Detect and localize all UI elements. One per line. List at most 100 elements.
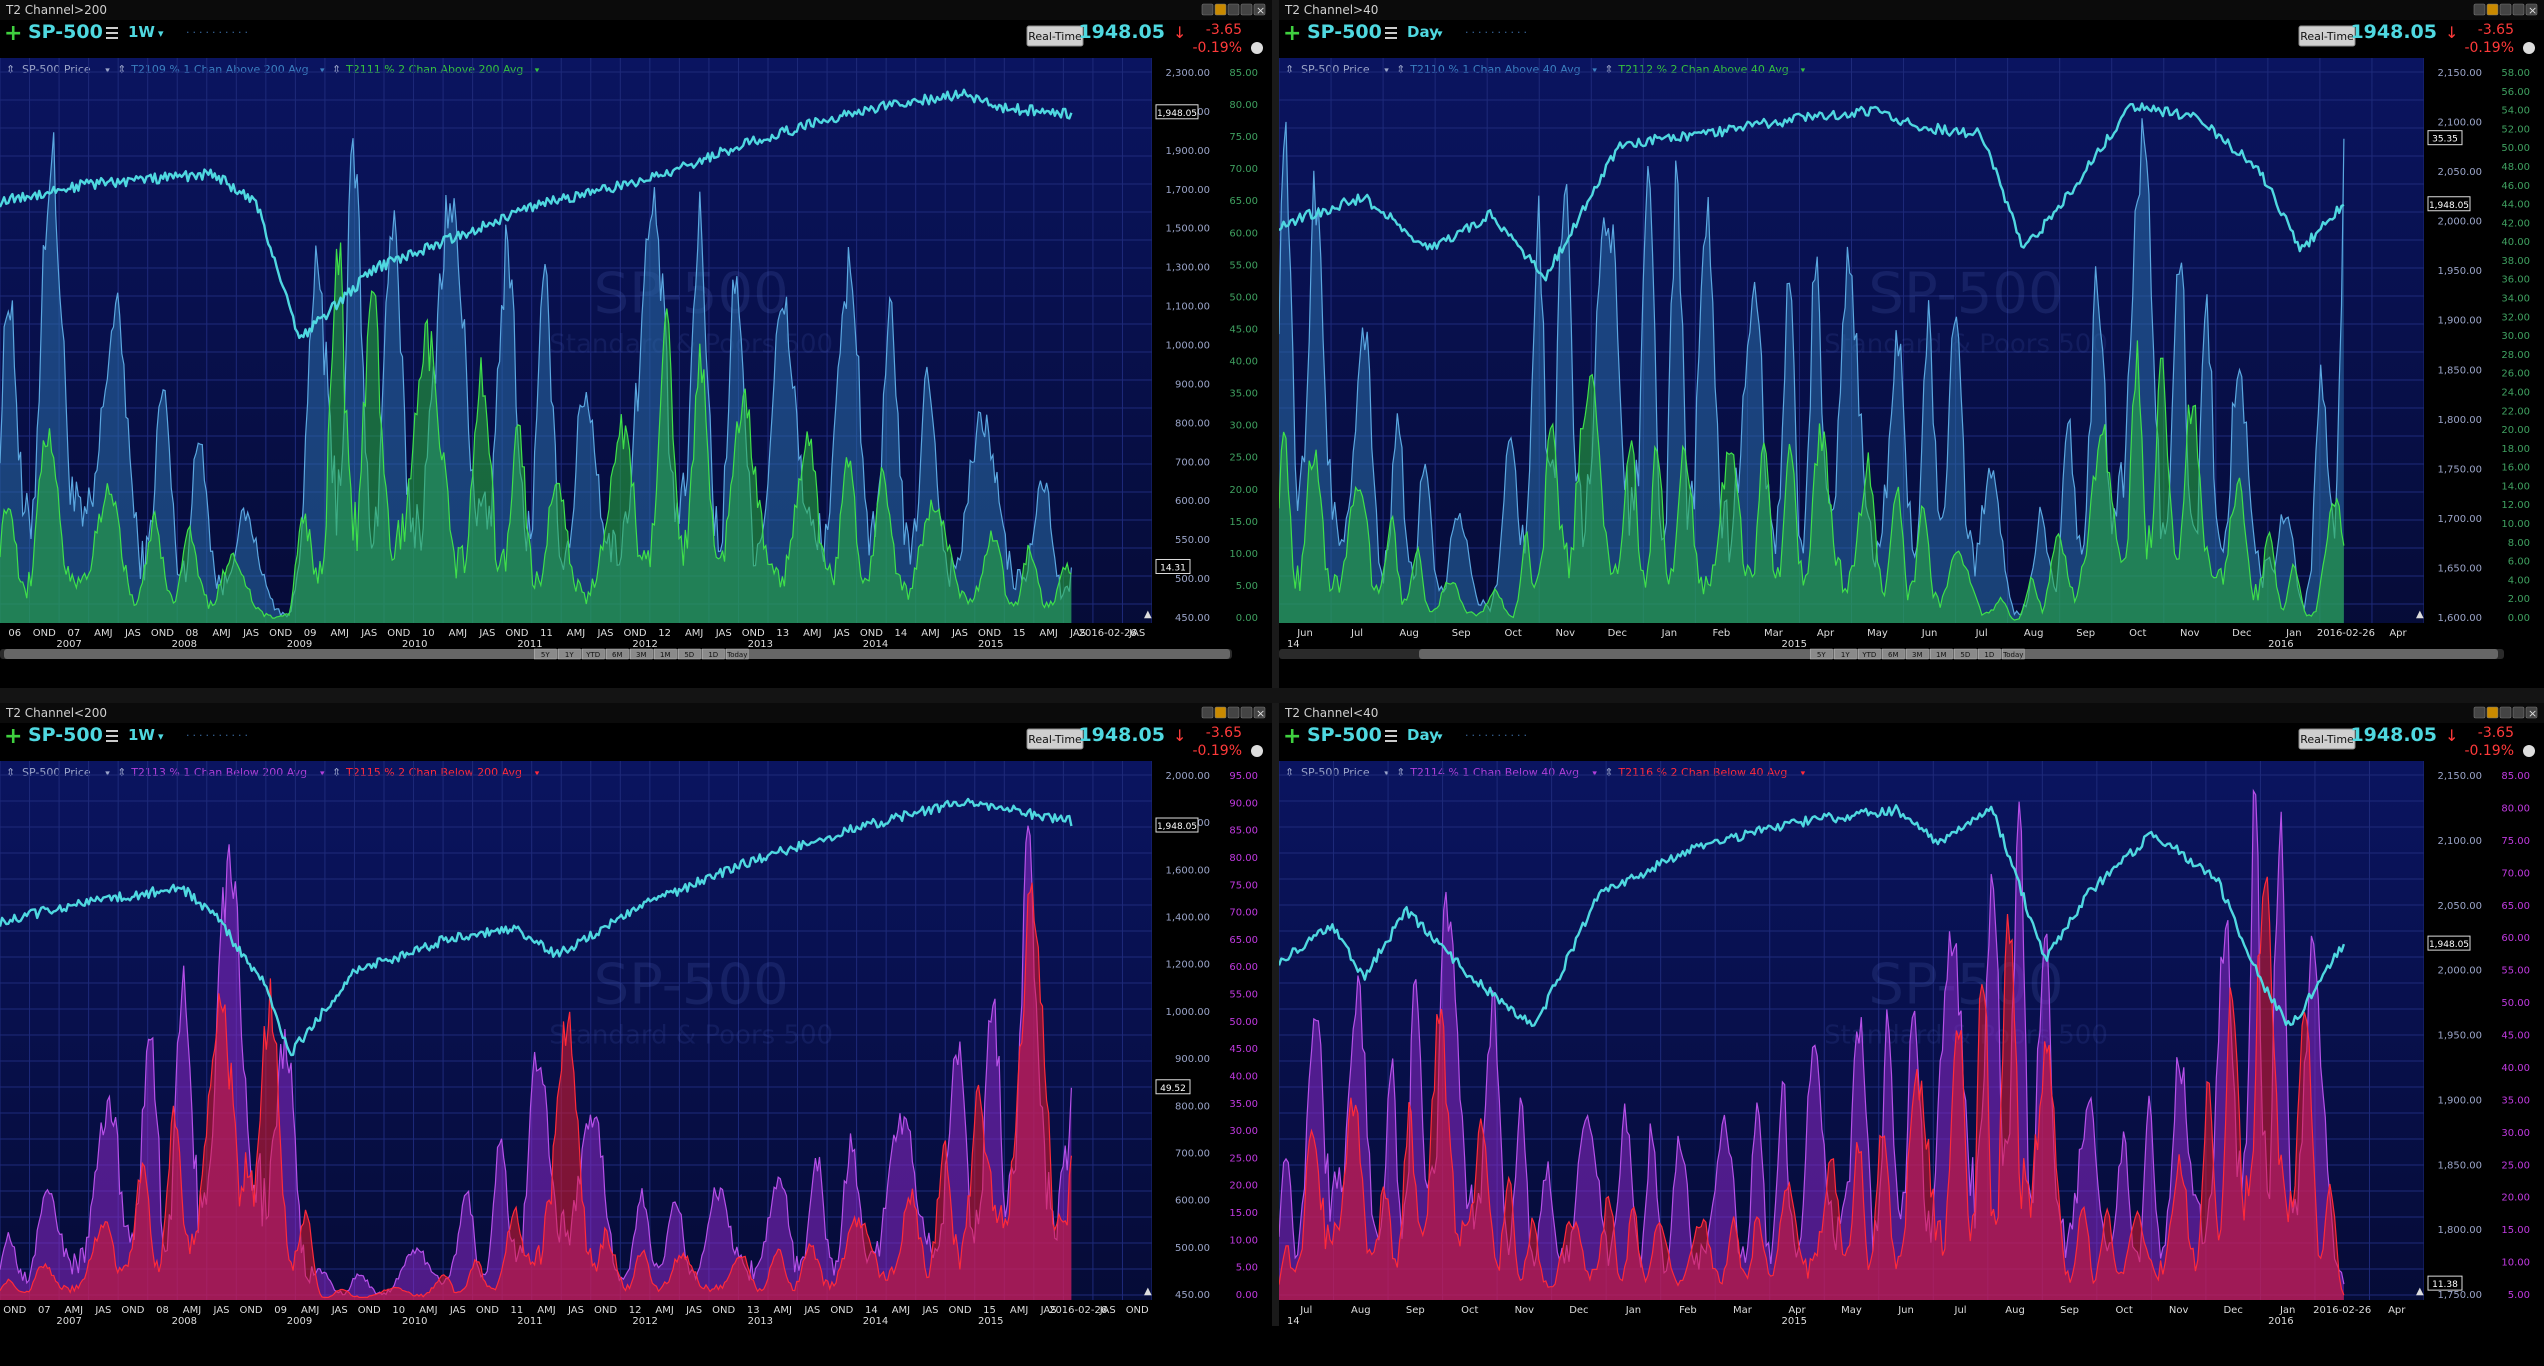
symbol-label[interactable]: SP-500 — [28, 724, 103, 746]
list-icon[interactable] — [1385, 32, 1397, 34]
list-icon[interactable] — [1385, 37, 1397, 39]
symbol-label[interactable]: SP-500 — [1307, 724, 1382, 746]
window-t-icon[interactable] — [1214, 3, 1227, 16]
close-glyph[interactable]: × — [2528, 707, 2537, 720]
window-close-menu-icon[interactable] — [2512, 706, 2525, 719]
list-icon[interactable] — [1385, 27, 1397, 29]
legend-entry[interactable]: T2113 % 1 Chan Below 200 Avg — [130, 766, 307, 779]
zoom-button-label[interactable]: 6M — [612, 651, 623, 659]
zoom-button[interactable] — [1882, 648, 1905, 660]
window-close-menu-icon[interactable] — [1240, 706, 1253, 719]
list-icon[interactable] — [106, 27, 118, 29]
legend-entry[interactable]: SP-500 Price — [1301, 766, 1370, 779]
zoom-button[interactable] — [677, 648, 701, 660]
globe-icon[interactable] — [1251, 42, 1263, 54]
realtime-label[interactable]: Real-Time — [1028, 733, 1082, 746]
zoom-button[interactable] — [581, 648, 605, 660]
legend-scale-icon[interactable]: ⇕ — [1285, 766, 1294, 779]
list-icon[interactable] — [106, 740, 118, 742]
window-t-icon[interactable] — [1214, 706, 1227, 719]
legend-dropdown-icon[interactable]: ▾ — [105, 66, 110, 76]
zoom-button-label[interactable]: 1Y — [1841, 651, 1850, 659]
window-move-icon[interactable] — [2499, 3, 2512, 16]
interval-dropdown-icon[interactable]: ▾ — [158, 730, 164, 743]
list-icon[interactable] — [1385, 735, 1397, 737]
zoom-button-label[interactable]: 1Y — [565, 651, 574, 659]
zoom-button-label[interactable]: 1M — [1936, 651, 1947, 659]
realtime-button[interactable] — [2298, 728, 2356, 750]
legend-entry[interactable]: SP-500 Price — [22, 63, 91, 76]
symbol-label[interactable]: SP-500 — [28, 21, 103, 43]
globe-icon[interactable] — [2523, 42, 2535, 54]
window-move-icon[interactable] — [1227, 706, 1240, 719]
legend-entry[interactable]: T2114 % 1 Chan Below 40 Avg — [1409, 766, 1579, 779]
zoom-button-label[interactable]: 6M — [1888, 651, 1899, 659]
zoom-button-label[interactable]: 5D — [684, 651, 694, 659]
zoom-button[interactable] — [1810, 648, 1833, 660]
add-symbol-icon[interactable]: + — [1283, 724, 1301, 749]
zoom-button[interactable] — [701, 648, 725, 660]
legend-dropdown-icon[interactable]: ▾ — [1592, 769, 1597, 779]
window-close-icon[interactable] — [1253, 3, 1266, 16]
close-glyph[interactable]: × — [1256, 707, 1265, 720]
close-glyph[interactable]: × — [2528, 4, 2537, 17]
window-t-icon[interactable] — [2486, 706, 2499, 719]
zoom-button[interactable] — [557, 648, 581, 660]
zoom-button[interactable] — [1834, 648, 1857, 660]
list-icon[interactable] — [106, 730, 118, 732]
legend-scale-icon[interactable]: ⇕ — [1285, 63, 1294, 76]
add-symbol-icon[interactable]: + — [4, 724, 22, 749]
zoom-button-label[interactable]: YTD — [1861, 651, 1876, 659]
zoom-button[interactable] — [1978, 648, 2001, 660]
legend-entry[interactable]: T2109 % 1 Chan Above 200 Avg — [130, 63, 308, 76]
realtime-button[interactable] — [1026, 25, 1084, 47]
window-link-icon[interactable] — [1201, 706, 1214, 719]
window-move-icon[interactable] — [2499, 706, 2512, 719]
legend-entry[interactable]: T2115 % 2 Chan Below 200 Avg — [345, 766, 522, 779]
interval-dropdown-icon[interactable]: ▾ — [1437, 730, 1443, 743]
zoom-button-label[interactable]: 1M — [660, 651, 671, 659]
add-symbol-icon[interactable]: + — [4, 21, 22, 46]
zoom-button-label[interactable]: 1D — [1984, 651, 1994, 659]
window-close-menu-icon[interactable] — [1240, 3, 1253, 16]
realtime-button[interactable] — [1026, 728, 1084, 750]
zoom-button-label[interactable]: Today — [726, 651, 747, 659]
legend-dropdown-icon[interactable]: ▾ — [1592, 66, 1597, 76]
list-icon[interactable] — [106, 37, 118, 39]
zoom-button[interactable] — [1906, 648, 1929, 660]
zoom-button[interactable] — [1930, 648, 1953, 660]
interval-label[interactable]: 1W — [128, 726, 155, 744]
list-icon[interactable] — [1385, 730, 1397, 732]
zoom-button[interactable] — [653, 648, 677, 660]
legend-dropdown-icon[interactable]: ▾ — [535, 66, 540, 76]
zoom-button-label[interactable]: 1D — [708, 651, 718, 659]
legend-entry[interactable]: T2111 % 2 Chan Above 200 Avg — [345, 63, 523, 76]
zoom-button-label[interactable]: 5Y — [1817, 651, 1826, 659]
legend-dropdown-icon[interactable]: ▾ — [105, 769, 110, 779]
zoom-button-label[interactable]: Today — [2002, 651, 2023, 659]
zoom-button[interactable] — [533, 648, 557, 660]
zoom-button[interactable] — [629, 648, 653, 660]
legend-dropdown-icon[interactable]: ▾ — [1384, 769, 1389, 779]
zoom-button-label[interactable]: 5D — [1960, 651, 1970, 659]
zoom-button[interactable] — [725, 648, 749, 660]
legend-dropdown-icon[interactable]: ▾ — [535, 769, 540, 779]
zoom-button-label[interactable]: 5Y — [541, 651, 550, 659]
zoom-button[interactable] — [605, 648, 629, 660]
legend-entry[interactable]: SP-500 Price — [1301, 63, 1370, 76]
legend-dropdown-icon[interactable]: ▾ — [1801, 66, 1806, 76]
zoom-button[interactable] — [1954, 648, 1977, 660]
window-close-icon[interactable] — [2525, 706, 2538, 719]
window-close-icon[interactable] — [2525, 3, 2538, 16]
interval-label[interactable]: Day — [1407, 23, 1439, 41]
legend-entry[interactable]: T2116 % 2 Chan Below 40 Avg — [1617, 766, 1787, 779]
legend-entry[interactable]: T2110 % 1 Chan Above 40 Avg — [1409, 63, 1580, 76]
globe-icon[interactable] — [2523, 745, 2535, 757]
window-link-icon[interactable] — [2473, 3, 2486, 16]
legend-dropdown-icon[interactable]: ▾ — [320, 769, 325, 779]
list-icon[interactable] — [1385, 740, 1397, 742]
window-t-icon[interactable] — [2486, 3, 2499, 16]
realtime-label[interactable]: Real-Time — [1028, 30, 1082, 43]
close-glyph[interactable]: × — [1256, 4, 1265, 17]
realtime-label[interactable]: Real-Time — [2300, 733, 2354, 746]
